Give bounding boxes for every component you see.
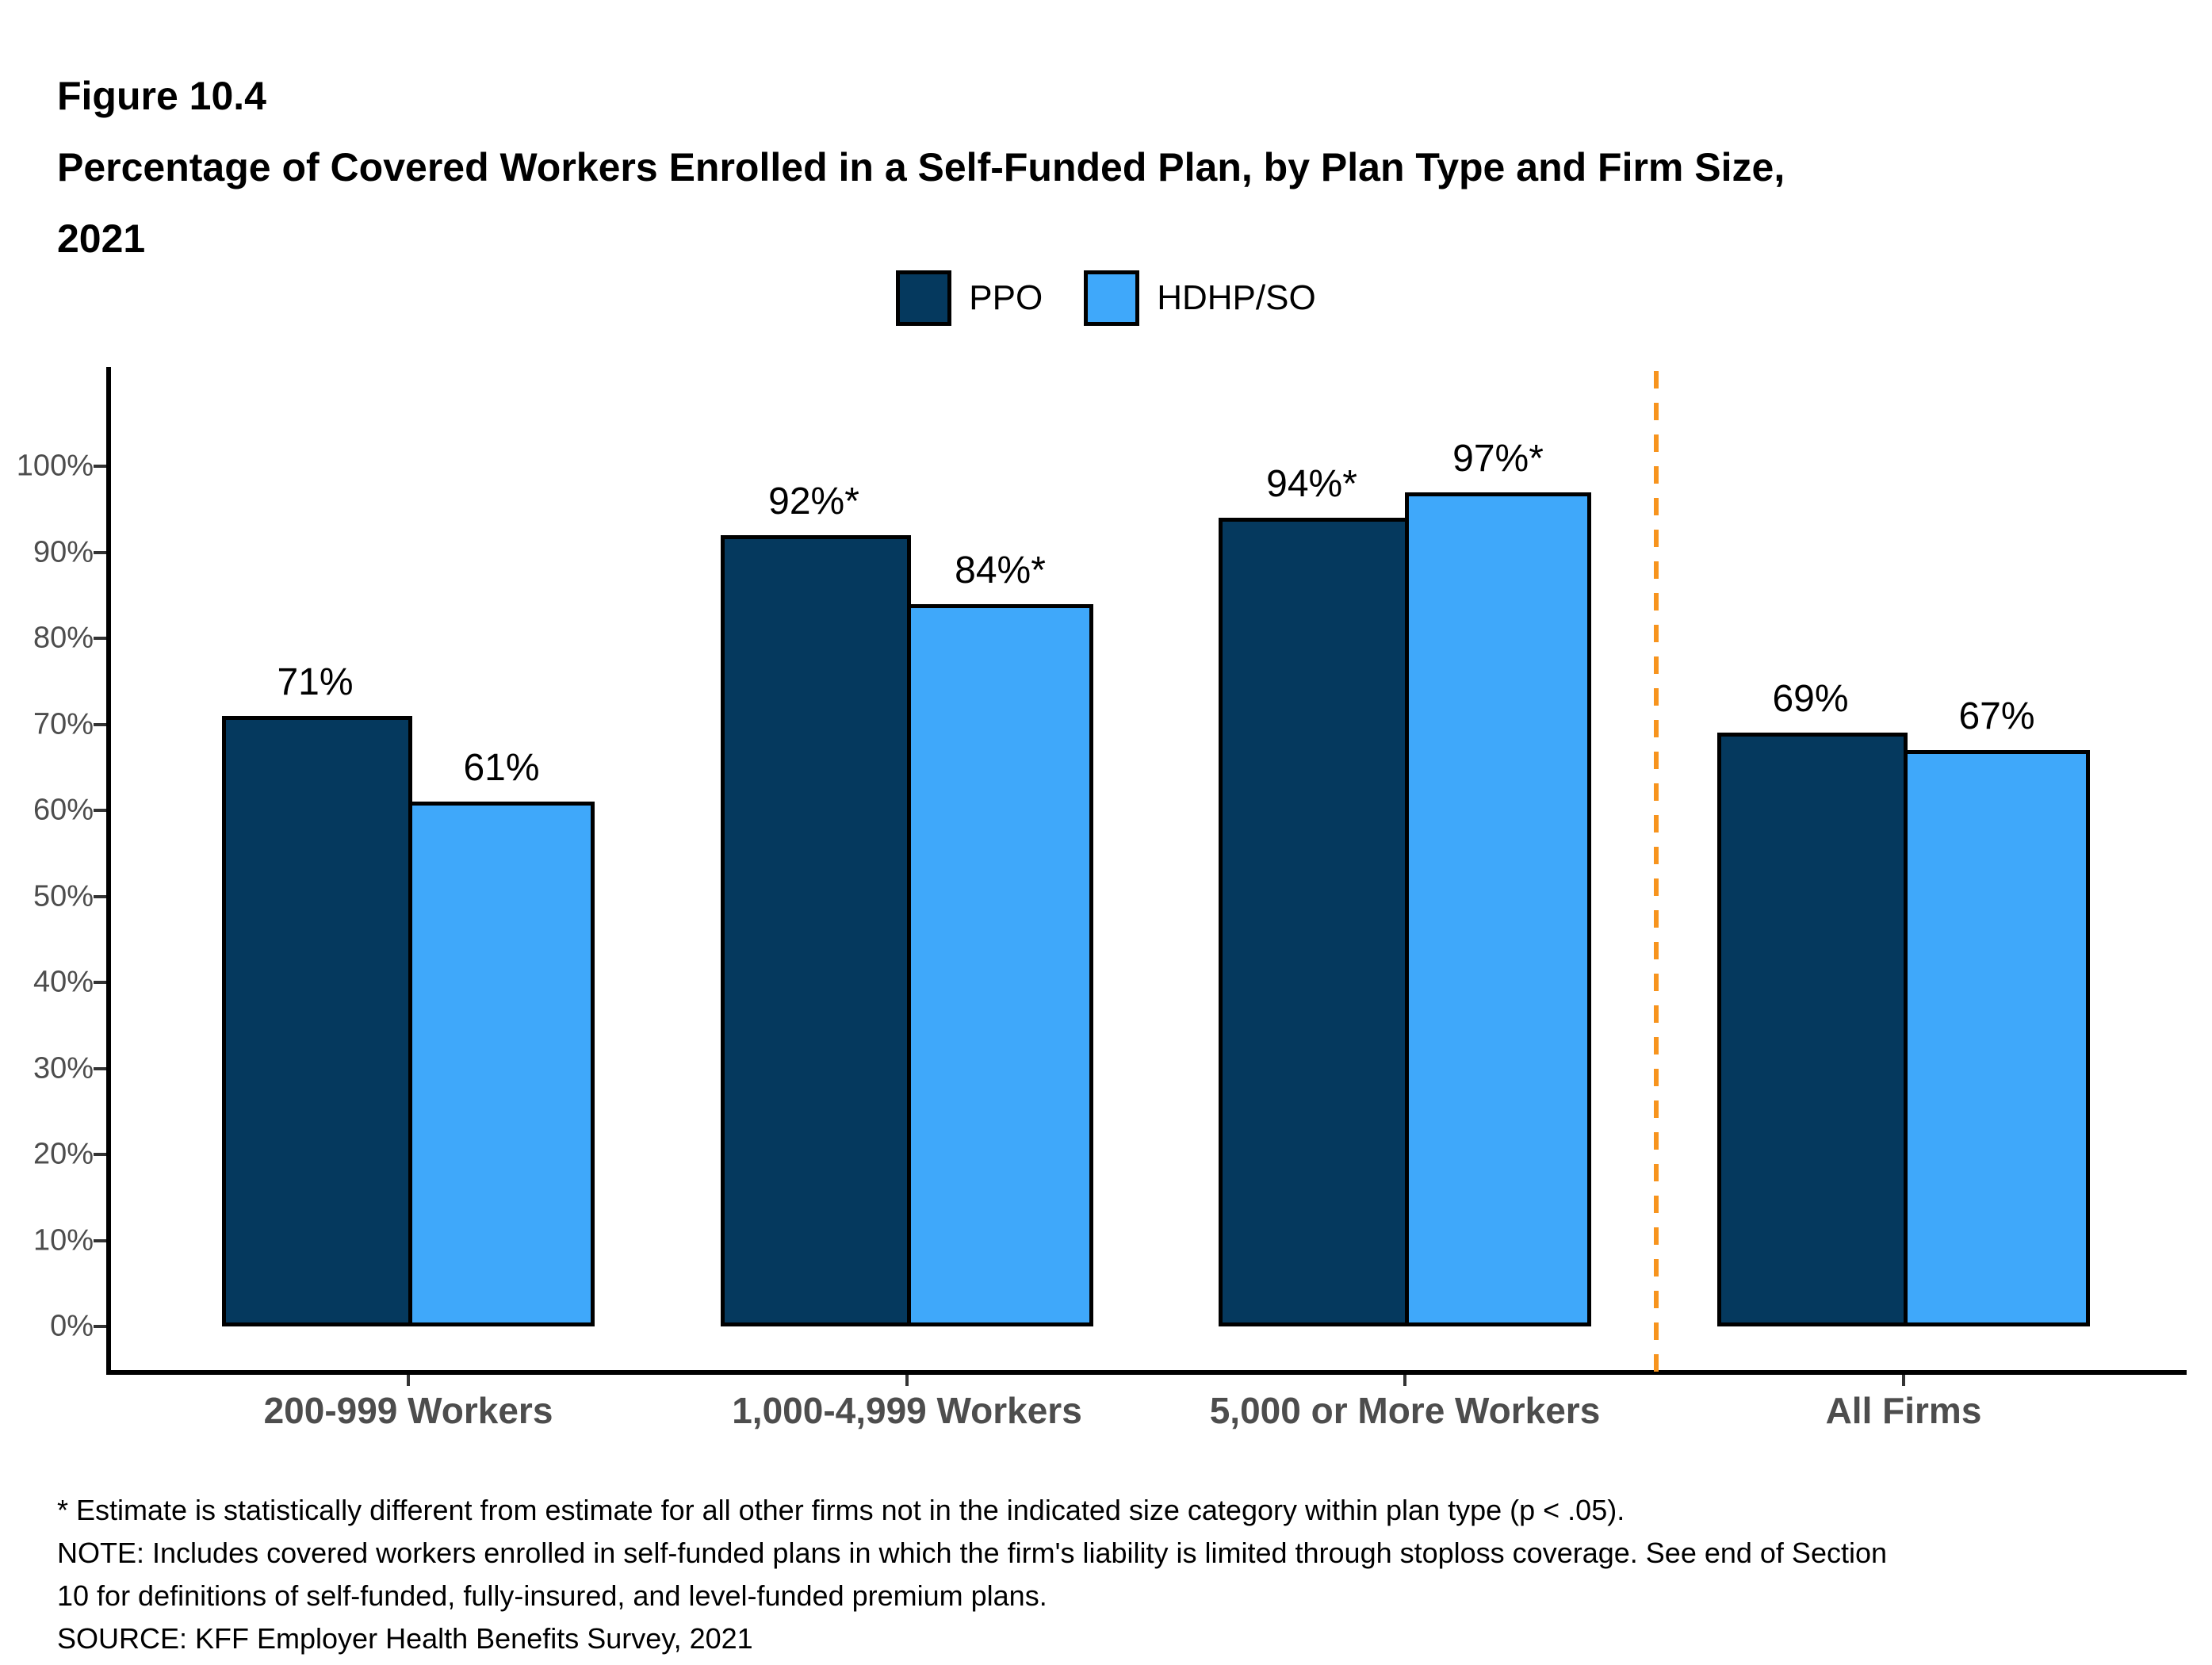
y-axis-tick-label: 80% [33, 621, 94, 655]
figure-title-block: Figure 10.4 Percentage of Covered Worker… [57, 60, 1785, 274]
y-axis-tick [94, 1066, 106, 1070]
y-axis-tick-label: 0% [50, 1309, 94, 1343]
y-axis-tick-label: 90% [33, 535, 94, 568]
legend-swatch-icon [896, 270, 952, 326]
legend: PPO HDHP/SO [0, 270, 2212, 326]
bar-hdhp-so [907, 604, 1093, 1326]
x-axis-tick [1902, 1375, 1905, 1386]
bar-value-label: 71% [277, 661, 354, 703]
bar-value-label: 97%* [1452, 438, 1544, 480]
x-axis-tick [1403, 1375, 1406, 1386]
bar-hdhp-so [408, 802, 595, 1326]
y-axis-tick [94, 894, 106, 898]
y-axis-tick [94, 1238, 106, 1242]
bar-value-label: 69% [1772, 678, 1849, 720]
figure-title-line2: 2021 [57, 216, 146, 261]
footnote-line-4: SOURCE: KFF Employer Health Benefits Sur… [57, 1622, 753, 1655]
x-axis-category-label: 5,000 or More Workers [1209, 1390, 1601, 1431]
x-axis-tick [407, 1375, 410, 1386]
bar-value-label: 92%* [768, 480, 859, 522]
x-axis-category-label: 200-999 Workers [263, 1390, 553, 1431]
y-axis-tick [94, 1153, 106, 1156]
bar-value-label: 94%* [1266, 463, 1357, 505]
legend-item-ppo: PPO [896, 270, 1043, 326]
bar-ppo [1717, 733, 1908, 1326]
y-axis-tick-label: 40% [33, 965, 94, 999]
legend-item-hdhp-so: HDHP/SO [1084, 270, 1316, 326]
bar-ppo [222, 716, 412, 1326]
y-axis-tick-label: 50% [33, 879, 94, 913]
y-axis-tick [94, 1325, 106, 1328]
bar-ppo [721, 535, 911, 1326]
legend-swatch-icon [1084, 270, 1140, 326]
y-axis-tick-label: 10% [33, 1223, 94, 1257]
bar-value-label: 84%* [955, 549, 1046, 591]
x-axis-category-label: All Firms [1825, 1390, 1982, 1431]
y-axis-tick-label: 20% [33, 1137, 94, 1171]
y-axis-tick-label: 100% [16, 449, 94, 483]
y-axis-line [106, 367, 111, 1375]
bar-ppo [1219, 518, 1409, 1326]
figure-title-line1: Percentage of Covered Workers Enrolled i… [57, 145, 1785, 189]
x-axis-line [106, 1370, 2187, 1375]
bar-hdhp-so [1904, 750, 2090, 1326]
y-axis-tick-label: 70% [33, 707, 94, 741]
x-axis-tick [905, 1375, 909, 1386]
footnotes: * Estimate is statistically different fr… [57, 1489, 1887, 1660]
bar-hdhp-so [1405, 492, 1591, 1326]
y-axis-tick [94, 550, 106, 554]
legend-label: PPO [969, 278, 1043, 317]
bar-value-label: 61% [463, 747, 540, 789]
all-firms-separator-line [1654, 371, 1659, 1381]
x-axis-category-label: 1,000-4,999 Workers [732, 1390, 1082, 1431]
y-axis-tick [94, 981, 106, 984]
footnote-line-3: 10 for definitions of self-funded, fully… [57, 1579, 1047, 1612]
y-axis-tick [94, 465, 106, 468]
y-axis-tick-label: 60% [33, 793, 94, 827]
footnote-line-2: NOTE: Includes covered workers enrolled … [57, 1537, 1888, 1569]
y-axis-tick-label: 30% [33, 1051, 94, 1085]
y-axis-tick [94, 809, 106, 812]
footnote-line-1: * Estimate is statistically different fr… [57, 1494, 1625, 1526]
figure-label: Figure 10.4 [57, 74, 266, 118]
bar-value-label: 67% [1958, 695, 2035, 737]
y-axis-tick [94, 637, 106, 640]
y-axis-tick [94, 722, 106, 726]
legend-label: HDHP/SO [1157, 278, 1316, 317]
